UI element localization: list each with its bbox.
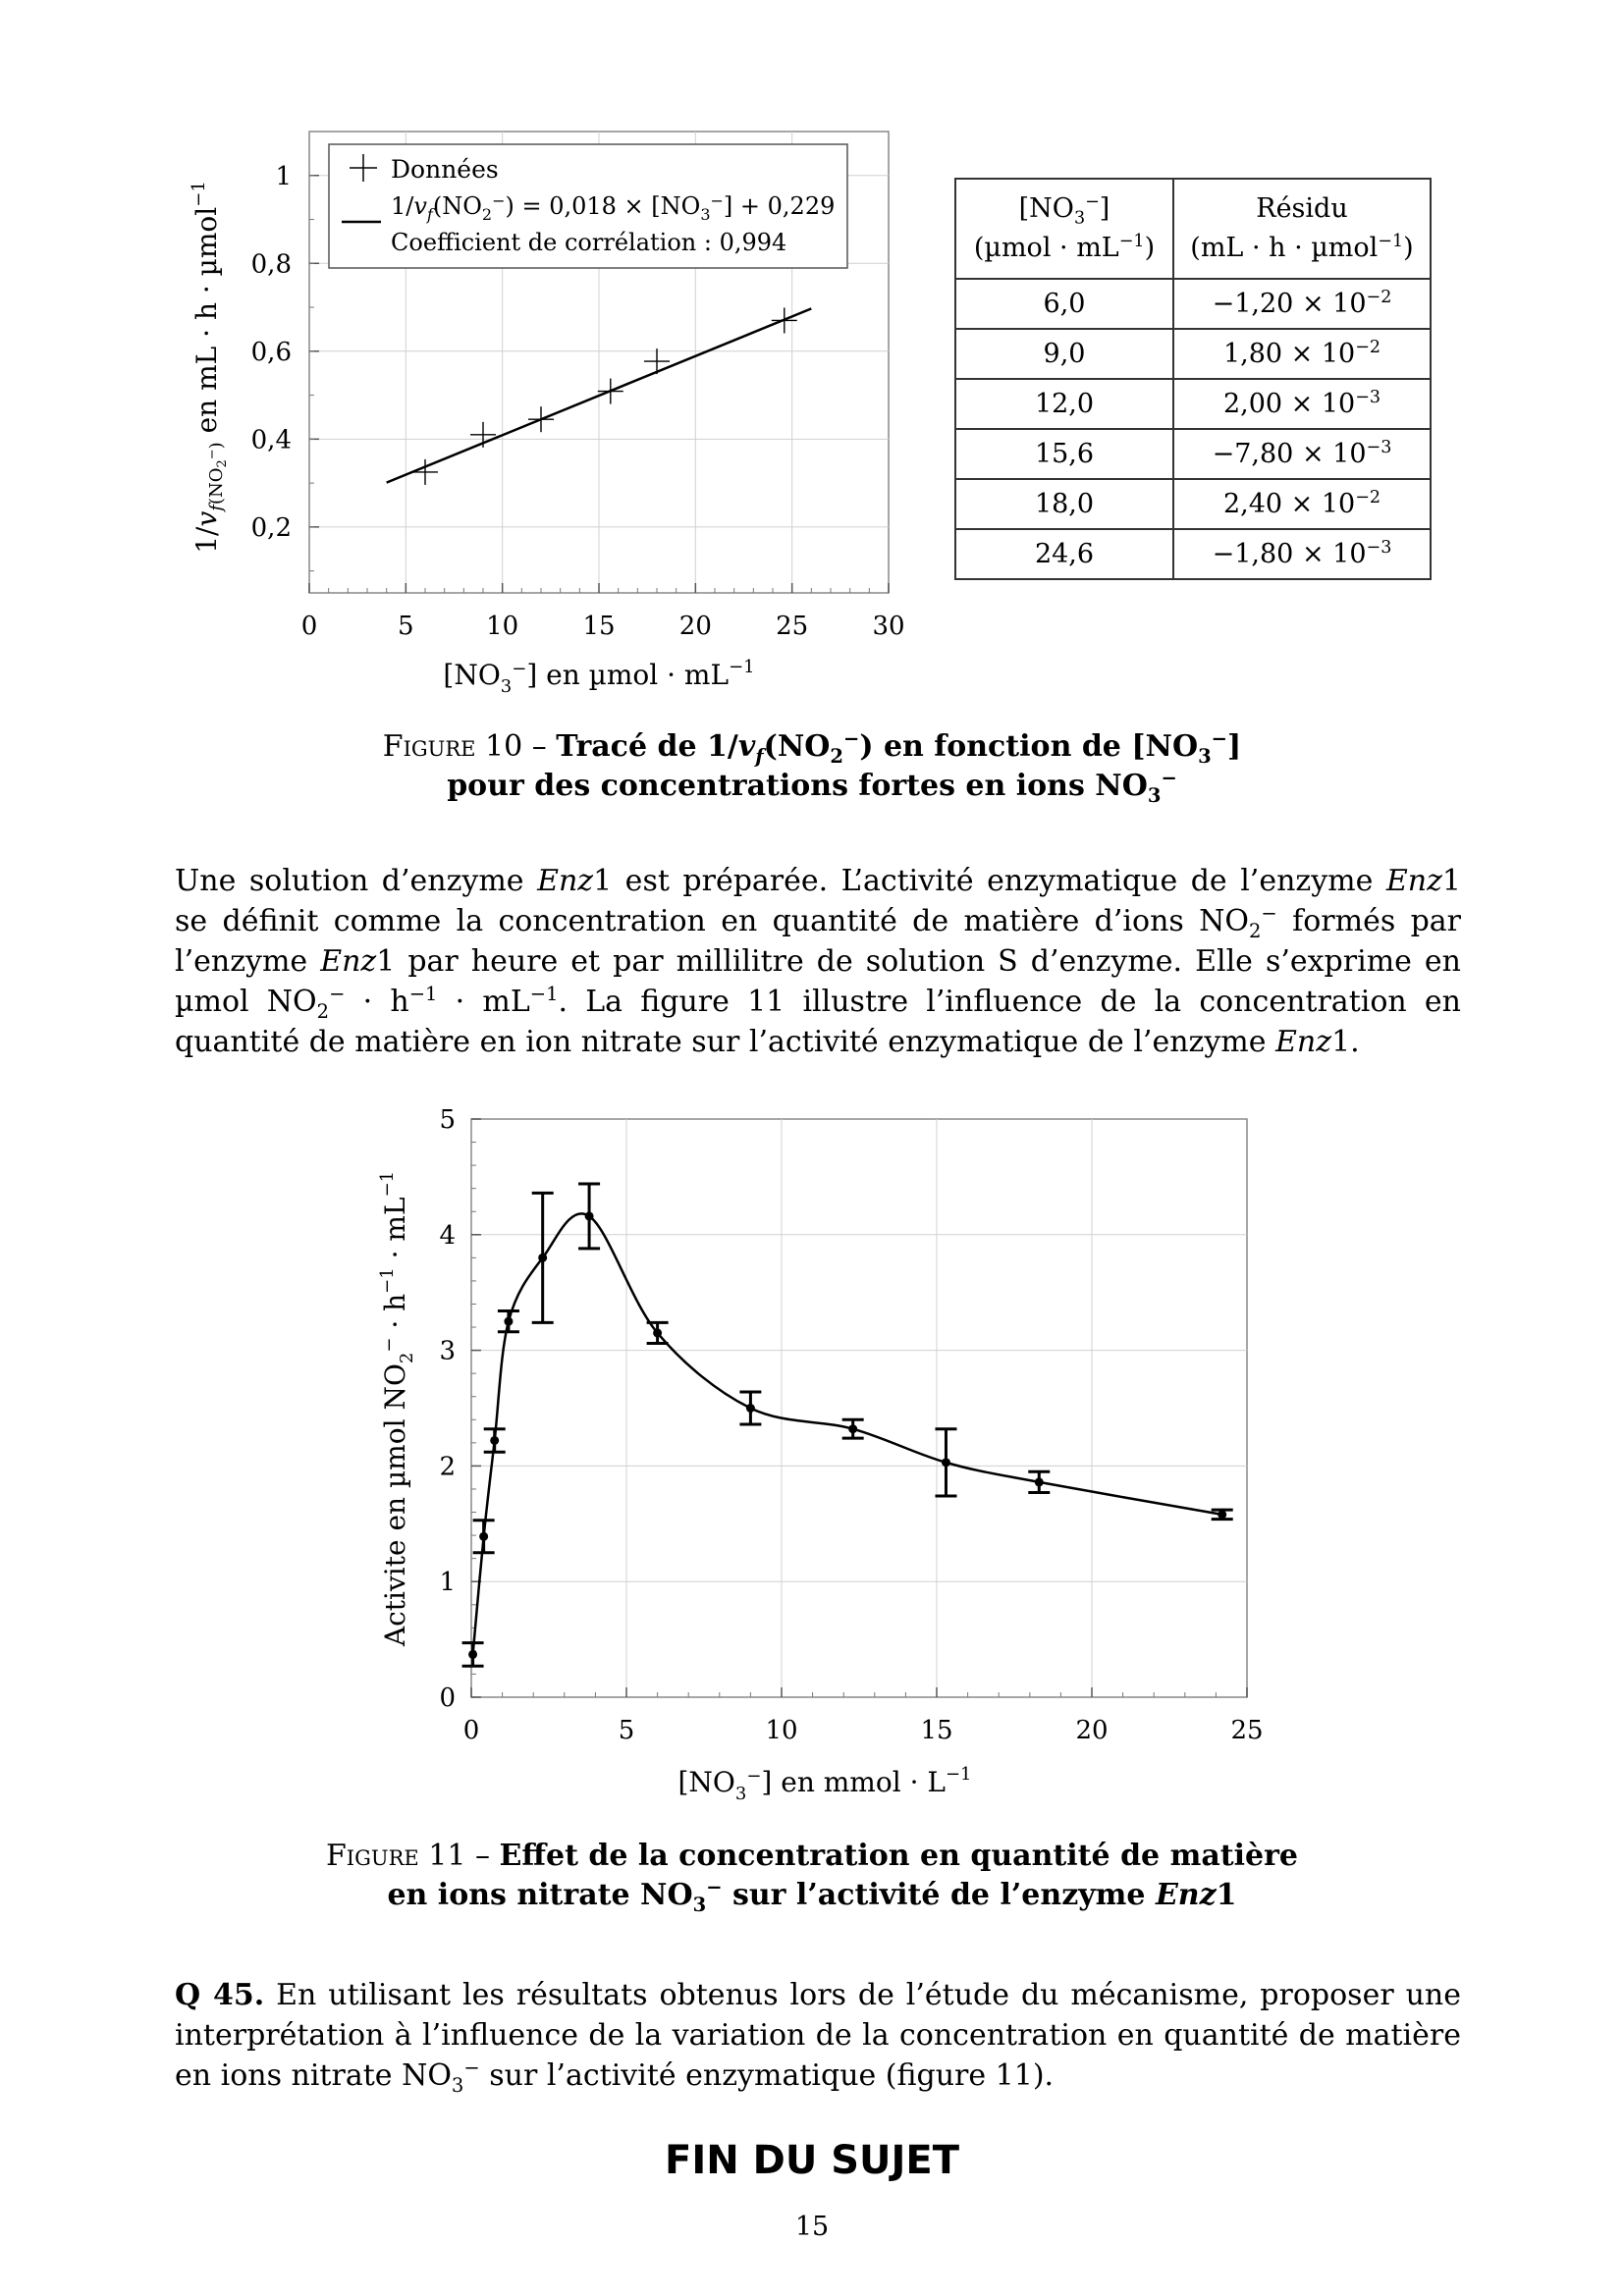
x-axis-label: [NO3−] en µmol · mL−1	[443, 657, 754, 697]
x-tick-label: 0	[301, 612, 318, 641]
x-tick-label: 0	[463, 1716, 480, 1745]
figure-10-chart: 0 5 10 15 20 25 30 0,2 0,4 0,6 0,8 1 Données 1/vf(N…	[189, 131, 905, 697]
x-tick-label: 25	[776, 612, 808, 641]
table-row: 12,0 2,00 × 10−3	[954, 378, 1432, 430]
y-tick-label: 4	[439, 1221, 456, 1251]
y-tick-label: 0,8	[251, 249, 292, 279]
table-cell-residual: 2,00 × 10−3	[1172, 378, 1432, 430]
x-tick-label: 5	[619, 1716, 635, 1745]
table-row: 9,0 1,80 × 10−2	[954, 328, 1432, 380]
residuals-table: [NO3−] (µmol · mL−1) Résidu (mL · h · µmol…	[954, 178, 1432, 580]
table-cell-residual: 1,80 × 10−2	[1172, 328, 1432, 380]
data-point	[653, 1328, 663, 1338]
y-tick-label: 1	[275, 162, 292, 191]
activity-curve	[471, 1212, 1222, 1655]
table-cell-concentration: 15,6	[954, 428, 1174, 480]
table-row: 15,6 −7,80 × 10−3	[954, 428, 1432, 480]
legend-item-data: Données	[391, 155, 499, 184]
x-tick-label: 25	[1230, 1716, 1263, 1745]
data-point-marker	[412, 458, 438, 485]
data-point	[479, 1531, 489, 1541]
data-point	[584, 1211, 594, 1221]
x-tick-label: 10	[765, 1716, 797, 1745]
table-cell-concentration: 9,0	[954, 328, 1174, 380]
table-header-cell: Résidu (mL · h · µmol−1)	[1172, 178, 1432, 280]
fit-line	[386, 307, 812, 484]
question-q45: Q 45. En utilisant les résultats obtenus…	[175, 1978, 1461, 2097]
x-tick-label: 20	[1075, 1716, 1108, 1745]
data-point	[468, 1649, 478, 1659]
y-tick-label: 0,2	[251, 513, 292, 543]
data-point-marker	[597, 378, 623, 404]
table-cell-concentration: 6,0	[954, 278, 1174, 330]
figure-11-caption: Figure 11 – Effet de la concentration en…	[325, 1839, 1298, 1916]
table-row: 18,0 2,40 × 10−2	[954, 478, 1432, 530]
legend-item-fit: 1/vf(NO2−) = 0,018 × [NO3−] + 0,229	[391, 191, 835, 224]
x-tick-label: 5	[398, 612, 414, 641]
y-tick-label: 5	[439, 1105, 456, 1135]
data-point	[1034, 1477, 1044, 1487]
x-axis-label: [NO3−] en mmol · L−1	[677, 1764, 971, 1804]
data-point	[745, 1404, 755, 1413]
table-row: 24,6 −1,80 × 10−3	[954, 528, 1432, 580]
x-tick-label: 10	[486, 612, 518, 641]
figure-11-chart: 0 5 10 15 20 25 0 1 2 3 4 5 [NO3−] en mmol · L−1 Ac…	[377, 1105, 1264, 1804]
table-cell-residual: −1,20 × 10−2	[1172, 278, 1432, 330]
table-cell-residual: 2,40 × 10−2	[1172, 478, 1432, 530]
y-tick-label: 1	[439, 1568, 456, 1597]
y-tick-label: 0	[439, 1683, 456, 1713]
x-tick-label: 30	[872, 612, 904, 641]
y-tick-label: 3	[439, 1337, 456, 1366]
chart-legend: Données 1/vf(NO2−) = 0,018 × [NO3−] + 0,…	[328, 143, 848, 269]
data-point-marker	[771, 307, 797, 334]
table-header-row: [NO3−] (µmol · mL−1) Résidu (mL · h · µmol…	[954, 178, 1432, 280]
x-tick-label: 15	[920, 1716, 952, 1745]
y-axis-label: Activite en µmol NO2− · h−1 · mL−1	[377, 1171, 417, 1647]
data-point	[941, 1458, 950, 1468]
legend-corr: Coefficient de corrélation : 0,994	[391, 229, 786, 256]
table-cell-residual: −7,80 × 10−3	[1172, 428, 1432, 480]
table-cell-concentration: 12,0	[954, 378, 1174, 430]
data-point-marker	[470, 421, 496, 448]
table-row: 6,0 −1,20 × 10−2	[954, 278, 1432, 330]
x-tick-label: 15	[582, 612, 615, 641]
y-tick-label: 2	[439, 1452, 456, 1481]
question-label: Q 45.	[175, 1978, 265, 2012]
paragraph-enzyme-activity: Une solution d’enzyme Enz1 est préparée.…	[175, 864, 1462, 1059]
data-point-marker	[528, 406, 554, 433]
plot-frame	[470, 1118, 1248, 1698]
data-point	[504, 1316, 514, 1326]
table-header-cell: [NO3−] (µmol · mL−1)	[954, 178, 1174, 280]
data-point	[1218, 1510, 1227, 1520]
y-axis-label: 1/vf(NO2−) en mL · h · µmol−1	[189, 181, 230, 554]
data-point-marker	[644, 348, 670, 375]
table-cell-concentration: 18,0	[954, 478, 1174, 530]
data-point	[538, 1253, 548, 1262]
y-tick-label: 0,6	[251, 338, 292, 367]
page-number: 15	[794, 2212, 830, 2242]
table-cell-concentration: 24,6	[954, 528, 1174, 580]
data-point	[848, 1424, 858, 1434]
y-tick-label: 0,4	[251, 425, 292, 454]
x-tick-label: 20	[679, 612, 712, 641]
end-title: FIN DU SUJET	[665, 2138, 959, 2183]
figure-10-caption: Figure 10 – Tracé de 1/vf(NO2−) en fonct…	[382, 727, 1242, 807]
table-cell-residual: −1,80 × 10−3	[1172, 528, 1432, 580]
data-point	[490, 1435, 500, 1445]
